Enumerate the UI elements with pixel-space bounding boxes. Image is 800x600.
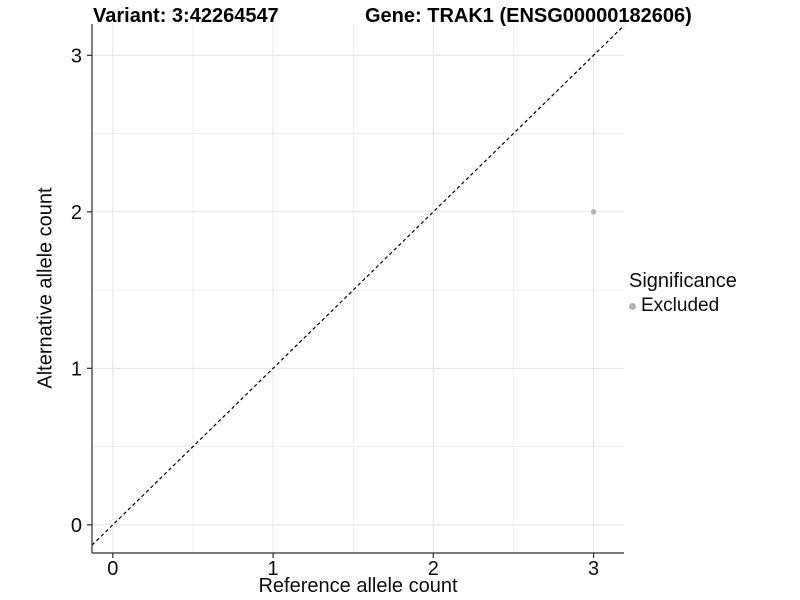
- legend-entry: Excluded: [629, 295, 737, 317]
- y-axis-title: Alternative allele count: [34, 187, 57, 389]
- plot-title-gene: Gene: TRAK1 (ENSG00000182606): [365, 5, 692, 27]
- x-axis-title: Reference allele count: [258, 575, 458, 597]
- x-tick-label: 3: [588, 558, 599, 580]
- legend-label: Excluded: [641, 295, 720, 316]
- x-tick-label: 1: [268, 558, 279, 580]
- legend-key-dot: [629, 302, 636, 310]
- y-tick-label: 1: [71, 358, 82, 380]
- x-tick-label: 0: [107, 558, 118, 580]
- plot-title-variant: Variant: 3:42264547: [93, 5, 279, 27]
- legend-title: Significance: [629, 270, 737, 292]
- y-tick-label: 0: [71, 515, 82, 537]
- legend: Significance Excluded: [629, 269, 737, 317]
- y-tick-label: 2: [71, 202, 82, 224]
- identity-line: [91, 25, 625, 546]
- x-tick-label: 2: [428, 558, 439, 580]
- y-tick-label: 3: [71, 45, 82, 67]
- data-point: [590, 209, 597, 215]
